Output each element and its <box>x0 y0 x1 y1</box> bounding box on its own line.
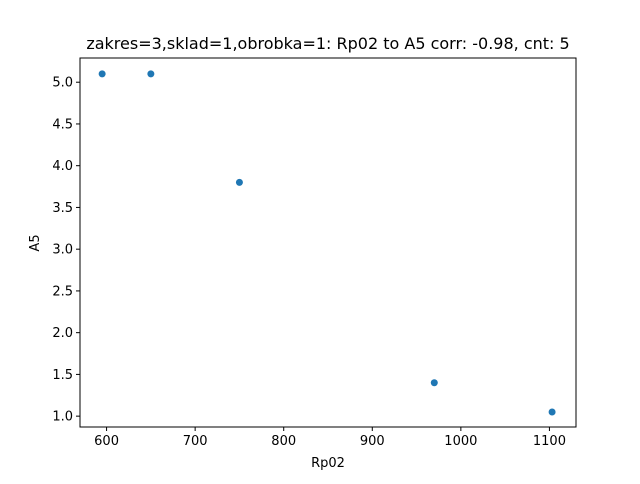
x-tick-label: 600 <box>94 434 119 449</box>
x-tick-label: 700 <box>183 434 208 449</box>
y-tick-label: 2.5 <box>52 284 73 299</box>
x-tick-label: 900 <box>360 434 385 449</box>
y-axis-label: A5 <box>28 234 43 251</box>
y-tick-label: 1.5 <box>52 368 73 383</box>
y-axis-ticks: 1.0 1.5 2.0 2.5 3.0 3.5 4.0 4.5 5.0 <box>52 76 80 425</box>
plot-marks <box>98 70 556 416</box>
y-tick-label: 2.0 <box>52 326 73 341</box>
data-point <box>147 70 155 78</box>
data-point <box>98 70 106 78</box>
y-tick-label: 5.0 <box>52 76 73 91</box>
data-point <box>430 379 438 387</box>
y-tick-label: 3.0 <box>52 243 73 258</box>
chart-title: zakres=3,sklad=1,obrobka=1: Rp02 to A5 c… <box>86 34 569 53</box>
data-point <box>548 408 556 416</box>
data-point <box>235 178 243 186</box>
plot-frame <box>79 57 577 428</box>
y-tick-label: 3.5 <box>52 201 73 216</box>
x-tick-label: 800 <box>271 434 296 449</box>
y-tick-label: 4.5 <box>52 117 73 132</box>
y-tick-label: 4.0 <box>52 159 73 174</box>
x-tick-label: 1000 <box>444 434 477 449</box>
x-tick-label: 1100 <box>533 434 566 449</box>
x-axis-label: Rp02 <box>311 456 345 471</box>
x-axis-ticks: 600 700 800 900 1000 1100 <box>94 427 566 449</box>
y-tick-label: 1.0 <box>52 410 73 425</box>
